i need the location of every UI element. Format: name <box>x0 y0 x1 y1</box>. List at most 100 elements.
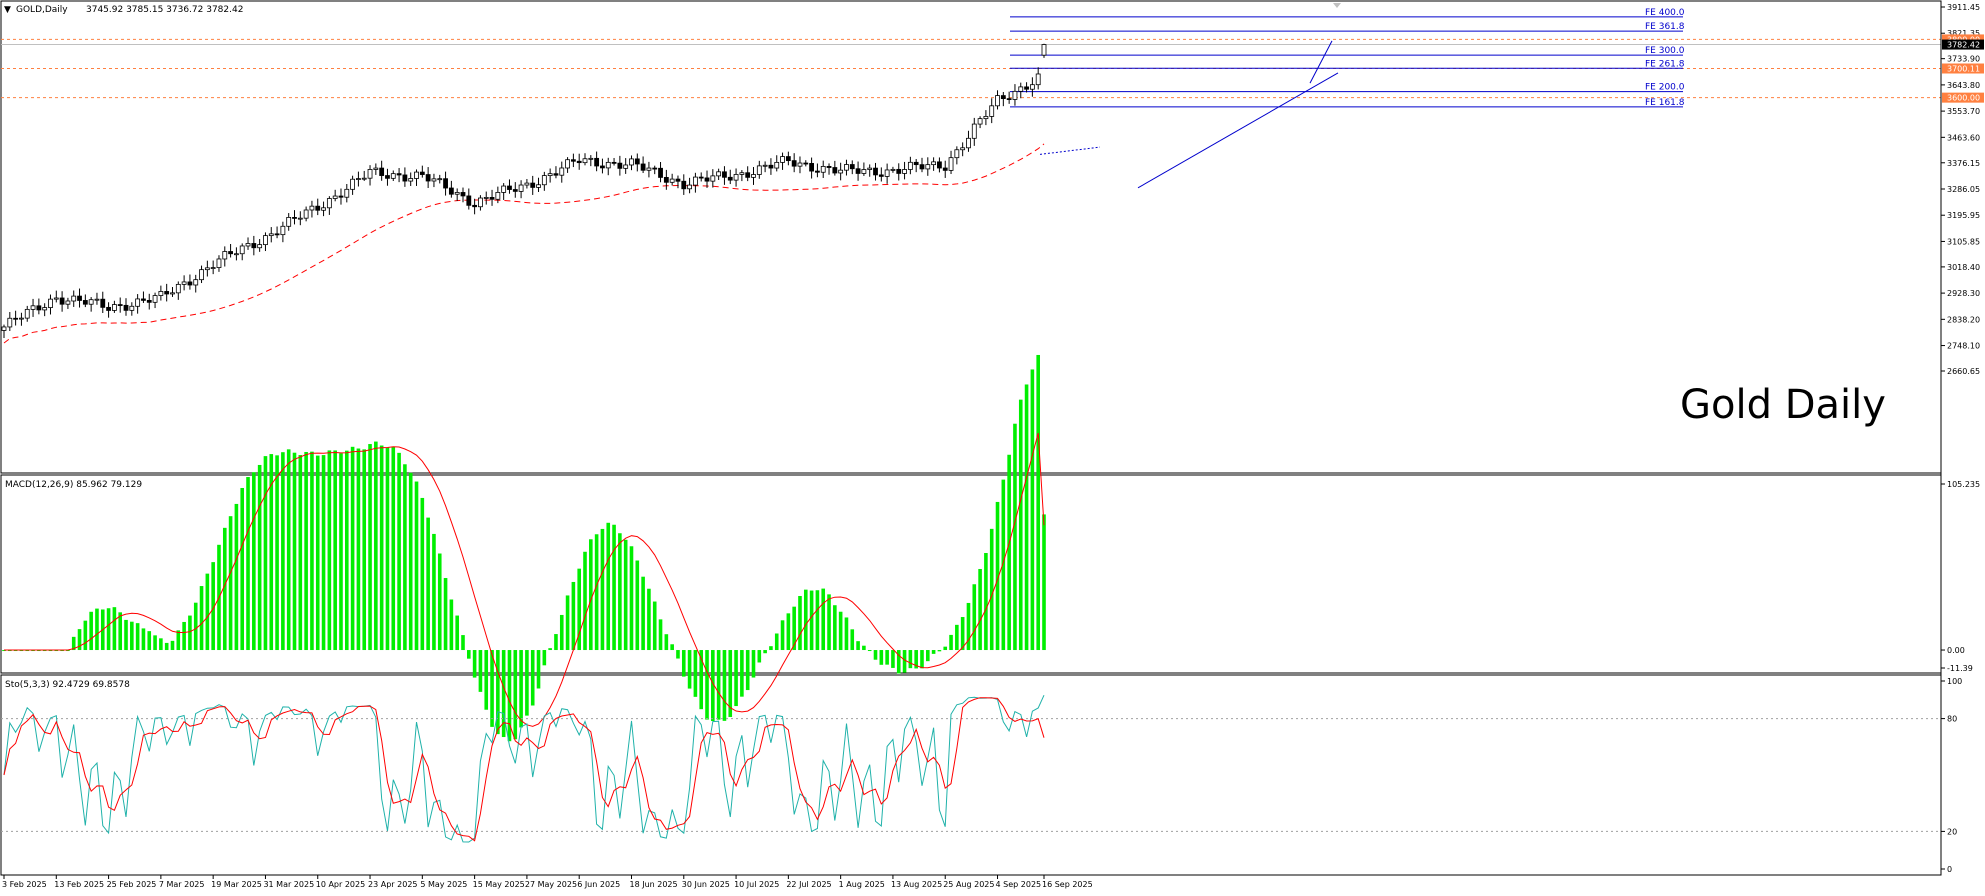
fibonacci-expansion[interactable]: FE 400.0 FE 361.8 FE 300.0 FE 261.8 FE 200.0… <box>1010 8 1685 108</box>
price-tick-label: 2928.30 <box>1947 289 1980 298</box>
macd-bar <box>496 650 500 735</box>
macd-bar <box>873 650 878 660</box>
bullish-candle <box>669 178 675 183</box>
bullish-candle <box>995 95 1000 107</box>
bearish-candle <box>146 299 152 303</box>
bullish-candle <box>268 233 274 237</box>
main-chart-frame[interactable] <box>0 0 1942 474</box>
bearish-candle <box>681 180 687 190</box>
macd-bar <box>966 602 971 651</box>
bearish-candle <box>460 192 466 197</box>
macd-bar <box>827 594 831 651</box>
bullish-candle <box>762 164 768 167</box>
bullish-candle <box>373 167 379 170</box>
bullish-candle <box>326 198 332 209</box>
price-tick-label: 3911.45 <box>1947 3 1980 12</box>
stochastic-signal-line <box>3 697 1045 842</box>
time-tick-label: 16 Sep 2025 <box>1042 880 1093 889</box>
macd-bar <box>25 650 30 652</box>
trendline <box>1137 72 1339 189</box>
macd-bar <box>937 650 942 652</box>
macd-bar <box>350 446 355 651</box>
macd-bar <box>885 650 889 665</box>
macd-bar <box>443 578 448 651</box>
macd-bar <box>995 501 1000 651</box>
macd-bar <box>118 612 123 651</box>
macd-bar <box>275 455 279 651</box>
bullish-candle <box>170 292 175 295</box>
bullish-candle <box>733 174 739 181</box>
bearish-candle <box>873 167 878 176</box>
bearish-candle <box>512 189 518 192</box>
macd-bar <box>740 650 744 697</box>
macd-bar <box>228 516 233 651</box>
bullish-candle <box>483 197 489 199</box>
macd-bar <box>135 623 140 651</box>
bearish-candle <box>727 176 733 181</box>
macd-bar <box>949 634 953 651</box>
macd-bar <box>670 644 674 651</box>
menu-arrow-icon[interactable]: ▼ <box>4 5 11 15</box>
bullish-candle <box>925 164 931 170</box>
price-tick-label: 3195.95 <box>1947 211 1980 220</box>
bullish-candle <box>692 176 698 186</box>
macd-bar <box>774 633 779 651</box>
trendlines[interactable] <box>1039 40 1339 189</box>
macd-bar <box>176 630 181 651</box>
price-tick-label: 3643.80 <box>1947 81 1980 90</box>
stochastic-lines <box>1 694 1941 843</box>
bullish-candle <box>536 184 541 188</box>
macd-bar <box>54 650 59 652</box>
bearish-candle <box>443 178 448 189</box>
bullish-candle <box>605 161 611 169</box>
macd-bar <box>600 528 605 651</box>
bullish-candle <box>867 167 873 170</box>
bullish-candle <box>245 243 251 247</box>
bearish-candle <box>809 163 814 172</box>
time-tick-label: 19 Mar 2025 <box>211 880 262 889</box>
macd-bar <box>19 650 24 652</box>
macd-bar <box>77 629 82 651</box>
macd-bar <box>83 620 88 651</box>
bullish-candle <box>361 177 367 180</box>
macd-bar <box>652 601 657 651</box>
macd-pane-frame[interactable] <box>0 474 1942 674</box>
bearish-candle <box>600 165 605 169</box>
stochastic-label: Sto(5,3,3) 92.4729 69.8578 <box>5 680 130 690</box>
macd-bar <box>809 590 814 651</box>
bullish-candle <box>971 123 977 139</box>
chart-shift-marker[interactable] <box>1333 3 1341 8</box>
macd-bar <box>542 650 547 666</box>
bullish-candle <box>931 161 937 166</box>
bullish-candle <box>989 105 995 117</box>
macd-bar <box>164 642 169 651</box>
macd-bar <box>641 576 645 651</box>
bearish-candle <box>448 187 454 195</box>
macd-bar <box>257 464 262 651</box>
stochastic-pane-frame[interactable] <box>0 674 1942 876</box>
macd-bar <box>559 614 564 651</box>
bullish-candle <box>71 295 77 302</box>
bearish-candle <box>658 167 663 178</box>
bullish-candle <box>94 298 100 301</box>
macd-bar <box>577 568 581 651</box>
macd-bar <box>920 650 924 669</box>
macd-bar <box>385 447 390 651</box>
macd-bar <box>246 477 250 651</box>
bullish-candle <box>547 173 553 176</box>
price-tick-label: 3821.35 <box>1947 29 1980 38</box>
macd-bar <box>141 628 146 651</box>
bullish-candle <box>646 167 652 171</box>
macd-bar <box>931 650 936 654</box>
price-tick-label: 2660.65 <box>1947 367 1980 376</box>
macd-bar <box>681 650 686 677</box>
bullish-candle <box>414 171 419 179</box>
macd-bar <box>193 602 198 651</box>
time-tick-label: 6 Jun 2025 <box>577 880 620 889</box>
time-tick-label: 13 Aug 2025 <box>891 880 942 889</box>
macd-bar <box>1001 479 1006 651</box>
macd-histogram <box>2 354 1046 742</box>
bearish-candle <box>675 178 681 182</box>
bullish-candle <box>158 291 164 296</box>
